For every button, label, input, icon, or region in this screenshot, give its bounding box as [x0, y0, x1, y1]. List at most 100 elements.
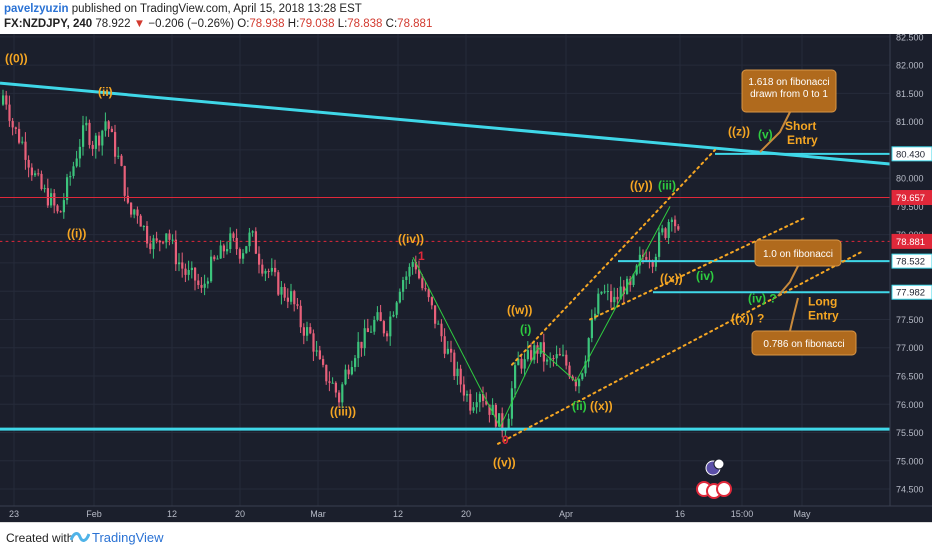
candle-body	[66, 177, 69, 201]
candle-body	[315, 350, 318, 352]
wave-label: (i)	[520, 323, 531, 337]
candle-body	[526, 350, 529, 360]
y-tick-label: 76.500	[896, 371, 924, 381]
candle-body	[2, 95, 5, 105]
wave-label: ((0))	[5, 51, 28, 65]
wave-label: ((iv))	[398, 232, 424, 246]
candle-body	[82, 125, 85, 147]
published-info: published on TradingView.com, April 15, …	[71, 3, 362, 15]
candle-body	[181, 262, 184, 269]
candle-body	[258, 253, 261, 265]
candle-body	[370, 331, 373, 333]
candle-body	[552, 358, 555, 360]
candle-body	[174, 239, 177, 265]
wave-label: 1	[418, 249, 425, 263]
candle-body	[254, 231, 257, 254]
candle-body	[418, 269, 421, 279]
event-markers[interactable]	[696, 458, 732, 499]
candle-body	[677, 226, 680, 230]
candle-body	[434, 305, 437, 324]
candle-body	[117, 155, 120, 157]
y-tick-label: 75.500	[896, 428, 924, 438]
candle-body	[478, 393, 481, 403]
candle-body	[242, 253, 245, 259]
candle-body	[437, 323, 440, 325]
down-arrow-icon: ▼	[133, 18, 146, 30]
candle-body	[491, 404, 494, 415]
candle-body	[562, 354, 565, 356]
candle-body	[421, 278, 424, 289]
candle-body	[568, 365, 571, 377]
price-label-tag	[891, 146, 932, 162]
wave-label: (ii)	[572, 399, 587, 413]
channel-lower[interactable]	[497, 250, 863, 445]
candle-body	[101, 130, 104, 146]
candle-body	[14, 127, 17, 129]
candle-body	[274, 267, 277, 273]
candle-body	[142, 225, 145, 227]
event-flag-icon[interactable]	[716, 481, 732, 497]
candle-body	[136, 209, 139, 216]
candle-body	[309, 327, 312, 334]
candle-body	[494, 404, 497, 427]
open-value: 78.938	[249, 18, 285, 30]
candle-body	[149, 243, 152, 250]
candle-body	[328, 381, 331, 383]
candle-body	[306, 327, 309, 336]
candle-body	[587, 338, 590, 362]
channel-lower-2[interactable]	[589, 216, 806, 321]
upper-trendline[interactable]	[0, 81, 891, 166]
candle-body	[168, 233, 171, 240]
wave-label: 0	[502, 433, 509, 447]
tradingview-brand-link[interactable]: TradingView	[92, 530, 164, 545]
close-value: 78.881	[397, 18, 433, 30]
x-tick-label: Mar	[310, 509, 326, 519]
candle-body	[613, 296, 616, 303]
candle-body	[469, 393, 472, 411]
candle-body	[120, 155, 123, 166]
candle-body	[43, 188, 46, 190]
wave-path[interactable]	[412, 206, 671, 428]
candle-body	[459, 368, 462, 385]
candle-body	[581, 373, 584, 380]
x-tick-label: 15:00	[731, 509, 754, 519]
candle-body	[104, 121, 107, 131]
candle-body	[293, 291, 296, 305]
callout-box	[754, 239, 842, 267]
candle-body	[408, 266, 411, 277]
price-axis[interactable]	[890, 34, 932, 506]
candle-body	[190, 267, 193, 271]
candle-body	[424, 288, 427, 290]
candle-body	[37, 173, 40, 175]
candle-body	[34, 173, 37, 176]
candle-body	[523, 359, 526, 369]
x-tick-label: 16	[675, 509, 685, 519]
candle-body	[171, 239, 174, 241]
y-tick-label: 81.500	[896, 89, 924, 99]
y-tick-label: 76.000	[896, 400, 924, 410]
wave-label: ((x))	[660, 272, 683, 286]
symbol-line: FX:NZDJPY, 240 78.922 ▼ −0.206 (−0.26%) …	[4, 18, 432, 30]
candle-body	[376, 312, 379, 320]
author-name[interactable]: pavelzyuzin	[4, 3, 69, 15]
time-axis[interactable]	[0, 506, 932, 522]
x-tick-label: 20	[461, 509, 471, 519]
price-chart[interactable]: 1.618 on fibonacci drawn from 0 to 1 1.0 o…	[0, 32, 932, 522]
chart-header: pavelzyuzin published on TradingView.com…	[0, 0, 932, 34]
candle-body	[126, 195, 129, 203]
candle-body	[466, 393, 469, 396]
event-count-badge	[713, 458, 725, 470]
candle-body	[56, 205, 59, 212]
candle-body	[357, 341, 360, 359]
candle-body	[165, 233, 168, 243]
candle-body	[296, 304, 299, 306]
candle-body	[210, 256, 213, 282]
candle-body	[114, 132, 117, 157]
candle-body	[482, 393, 485, 401]
x-tick-label: 20	[235, 509, 245, 519]
candle-body	[226, 249, 229, 252]
channel-upper[interactable]	[511, 148, 716, 366]
callout-pointer	[759, 111, 791, 153]
tradingview-logo-icon	[70, 532, 90, 542]
